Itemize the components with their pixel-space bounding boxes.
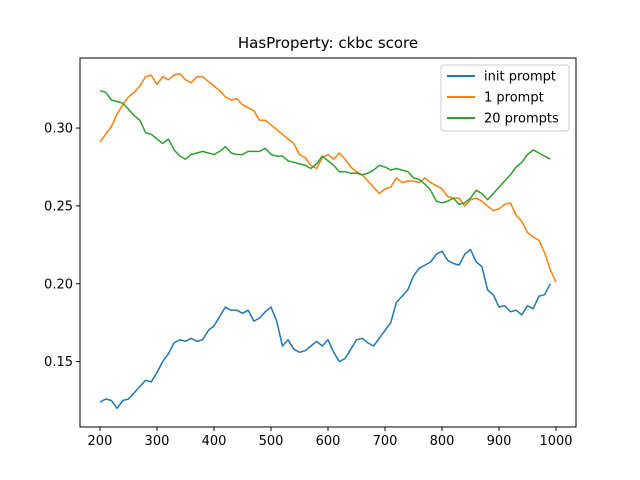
series-line-1	[99, 248, 551, 410]
legend-label: 20 prompts	[484, 112, 559, 127]
legend-label: init prompt	[484, 70, 556, 85]
legend: init prompt 1 prompt 20 prompts	[440, 64, 570, 132]
x-tick-label: 200	[88, 434, 113, 449]
y-tick-label: 0.15	[44, 355, 73, 370]
x-axis: 200 300 400 500 600 700 800 900 1000	[88, 427, 573, 449]
legend-box	[440, 64, 570, 132]
x-tick-label: 600	[316, 434, 341, 449]
y-tick-label: 0.30	[44, 122, 73, 137]
y-axis: 0.15 0.20 0.25 0.30	[44, 122, 80, 370]
x-tick-label: 1000	[539, 434, 572, 449]
y-tick-label: 0.20	[44, 277, 73, 292]
series-line-3	[99, 89, 551, 206]
x-tick-label: 500	[259, 434, 284, 449]
x-tick-label: 400	[202, 434, 227, 449]
x-tick-label: 300	[145, 434, 170, 449]
x-tick-label: 700	[373, 434, 398, 449]
y-tick-label: 0.25	[44, 199, 73, 214]
x-tick-label: 800	[430, 434, 455, 449]
series-line-2	[99, 72, 557, 283]
chart-title: HasProperty: ckbc score	[238, 34, 418, 52]
series-layer	[99, 72, 557, 410]
legend-label: 1 prompt	[484, 91, 544, 106]
x-tick-label: 900	[487, 434, 512, 449]
